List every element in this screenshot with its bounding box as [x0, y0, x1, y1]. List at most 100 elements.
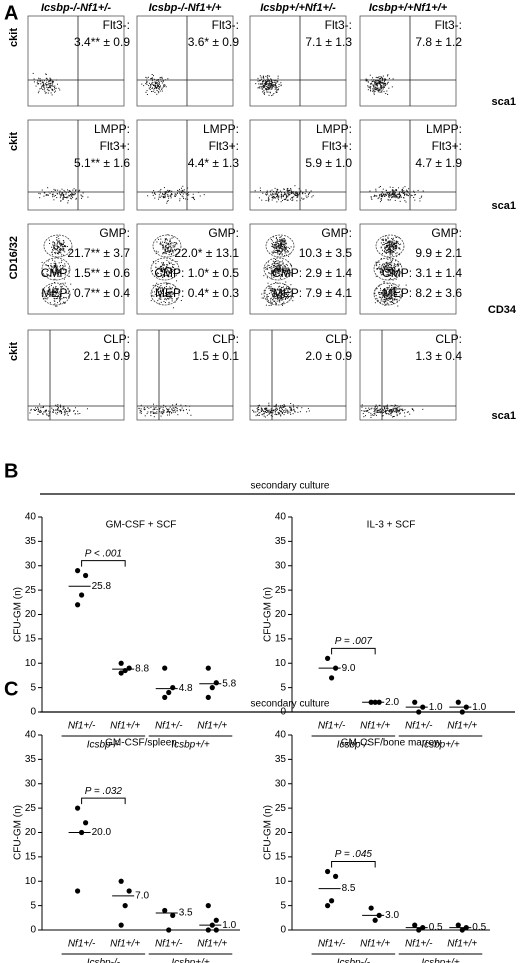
event-dot — [172, 266, 174, 268]
event-dot — [376, 265, 378, 267]
data-point — [205, 927, 211, 933]
event-dot — [382, 290, 384, 292]
event-dot — [271, 273, 273, 275]
event-dot — [166, 264, 168, 266]
event-dot — [381, 265, 383, 267]
event-dot — [33, 78, 35, 80]
event-dot — [51, 81, 53, 83]
event-dot — [63, 278, 65, 280]
event-dot — [279, 410, 281, 412]
event-dot — [380, 81, 382, 83]
event-dot — [157, 261, 159, 263]
event-dot — [86, 408, 88, 410]
event-dot — [393, 240, 395, 242]
data-point — [213, 927, 219, 933]
event-dot — [377, 77, 379, 79]
event-dot — [277, 298, 279, 300]
event-dot — [382, 80, 384, 82]
event-dot — [278, 286, 280, 288]
event-dot — [161, 82, 163, 84]
event-dot — [173, 269, 175, 271]
event-dot — [289, 271, 291, 273]
event-dot — [386, 295, 388, 297]
event-dot — [268, 288, 270, 290]
event-dot — [273, 409, 275, 411]
event-dot — [395, 411, 397, 413]
panel-label: A — [4, 2, 18, 24]
event-dot — [51, 270, 53, 272]
event-dot — [390, 404, 392, 406]
event-dot — [295, 192, 297, 194]
event-dot — [389, 290, 391, 292]
event-dot — [55, 90, 57, 92]
event-dot — [382, 193, 384, 195]
event-dot — [45, 73, 47, 75]
event-dot — [181, 192, 183, 194]
event-dot — [284, 247, 286, 249]
event-dot — [291, 197, 293, 199]
event-dot — [51, 268, 53, 270]
event-dot — [167, 298, 169, 300]
event-dot — [275, 250, 277, 252]
event-dot — [50, 92, 52, 94]
event-dot — [54, 291, 56, 293]
event-dot — [258, 83, 260, 85]
event-dot — [302, 192, 304, 194]
event-dot — [263, 415, 265, 417]
event-dot — [278, 289, 280, 291]
event-dot — [164, 286, 166, 288]
event-dot — [43, 89, 45, 91]
event-dot — [51, 251, 53, 253]
event-dot — [171, 192, 173, 194]
event-dot — [58, 293, 60, 295]
event-dot — [374, 302, 376, 304]
event-dot — [391, 270, 393, 272]
event-dot — [32, 72, 34, 74]
event-dot — [47, 293, 49, 295]
event-dot — [394, 243, 396, 245]
event-dot — [398, 193, 400, 195]
event-dot — [152, 194, 154, 196]
event-dot — [392, 250, 394, 252]
event-dot — [275, 244, 277, 246]
event-dot — [58, 240, 60, 242]
event-dot — [394, 245, 396, 247]
event-dot — [62, 246, 64, 248]
event-dot — [162, 246, 164, 248]
event-dot — [395, 407, 397, 409]
event-dot — [68, 267, 70, 269]
event-dot — [382, 77, 384, 79]
event-dot — [285, 249, 287, 251]
event-dot — [380, 78, 382, 80]
event-dot — [377, 292, 379, 294]
event-dot — [373, 194, 375, 196]
chart-title: GM-CSF/spleen — [105, 738, 177, 749]
event-dot — [157, 80, 159, 82]
event-dot — [270, 270, 272, 272]
event-dot — [384, 248, 386, 250]
event-dot — [166, 411, 168, 413]
event-dot — [276, 263, 278, 265]
event-dot — [155, 81, 157, 83]
event-dot — [378, 76, 380, 78]
event-dot — [263, 275, 265, 277]
event-dot — [285, 193, 287, 195]
event-dot — [377, 410, 379, 412]
event-dot — [161, 88, 163, 90]
event-dot — [378, 78, 380, 80]
event-dot — [273, 291, 275, 293]
event-dot — [158, 302, 160, 304]
event-dot — [377, 91, 379, 93]
event-dot — [282, 262, 284, 264]
event-dot — [280, 242, 282, 244]
event-dot — [162, 80, 164, 82]
event-dot — [286, 293, 288, 295]
event-dot — [59, 266, 61, 268]
event-dot — [257, 414, 259, 416]
gate-stat: 3.6* ± 0.9 — [188, 35, 240, 49]
event-dot — [147, 411, 149, 413]
event-dot — [49, 275, 51, 277]
event-dot — [54, 91, 56, 93]
event-dot — [392, 298, 394, 300]
event-dot — [64, 197, 66, 199]
